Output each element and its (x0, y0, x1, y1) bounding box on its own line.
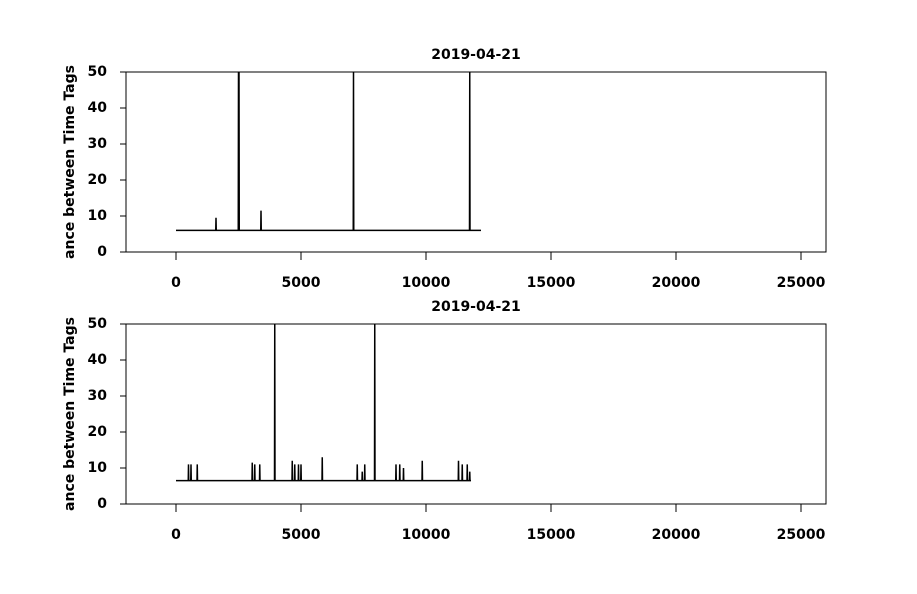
y-tick-label: 0 (97, 496, 107, 512)
y-axis-label: ance between Time Tags (62, 317, 78, 511)
x-tick-label: 15000 (527, 527, 576, 543)
x-tick-label: 5000 (282, 527, 321, 543)
data-line (176, 71, 481, 232)
x-tick-label: 10000 (402, 527, 451, 543)
y-tick-label: 40 (88, 352, 108, 368)
y-tick-label: 40 (88, 100, 108, 116)
y-tick-label: 50 (88, 316, 108, 332)
x-tick-label: 25000 (777, 275, 826, 291)
chart-title: 2019-04-21 (431, 47, 521, 63)
x-tick-label: 0 (171, 527, 181, 543)
y-tick-label: 30 (88, 388, 108, 404)
plot-frame (125, 323, 827, 505)
y-tick-label: 20 (88, 424, 108, 440)
data-line (176, 323, 471, 482)
y-tick-label: 30 (88, 136, 108, 152)
x-tick-label: 25000 (777, 527, 826, 543)
x-tick-label: 0 (171, 275, 181, 291)
y-tick-label: 50 (88, 64, 108, 80)
x-tick-label: 15000 (527, 275, 576, 291)
y-tick-label: 20 (88, 172, 108, 188)
chart-title: 2019-04-21 (431, 299, 521, 315)
y-axis-label: ance between Time Tags (62, 65, 78, 259)
y-tick-label: 10 (88, 208, 108, 224)
x-tick-label: 20000 (652, 527, 701, 543)
y-tick-label: 0 (97, 244, 107, 260)
x-tick-label: 20000 (652, 275, 701, 291)
x-tick-label: 10000 (402, 275, 451, 291)
y-tick-label: 10 (88, 460, 108, 476)
x-tick-label: 5000 (282, 275, 321, 291)
plot-frame (125, 71, 827, 253)
